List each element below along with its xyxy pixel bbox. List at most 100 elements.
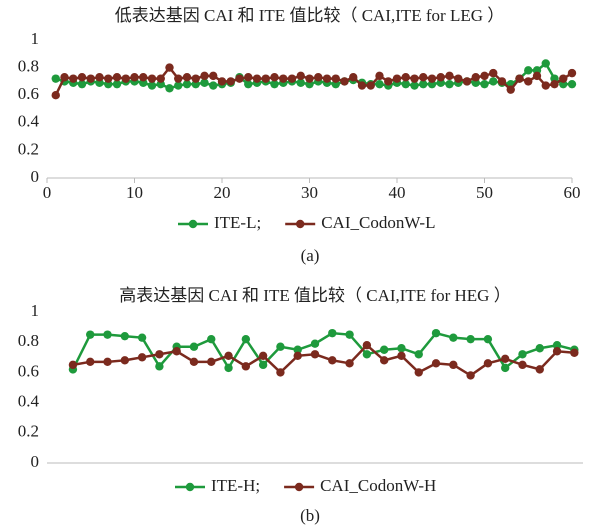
point xyxy=(174,81,183,90)
point xyxy=(104,74,113,83)
point xyxy=(276,368,285,377)
point xyxy=(120,356,130,365)
point xyxy=(77,79,87,89)
point xyxy=(345,359,354,368)
y-tick-label: 0.8 xyxy=(18,331,39,350)
point xyxy=(224,363,233,373)
point xyxy=(103,330,112,339)
y-tick-label: 0.2 xyxy=(18,422,39,441)
point xyxy=(567,68,577,78)
point xyxy=(103,357,112,367)
point xyxy=(345,330,354,339)
point xyxy=(375,79,384,89)
point xyxy=(397,344,406,353)
point xyxy=(541,81,550,90)
point xyxy=(155,362,164,371)
legend-marker xyxy=(296,219,305,229)
point xyxy=(436,73,445,82)
point xyxy=(328,328,337,338)
point xyxy=(147,74,157,83)
point xyxy=(322,74,332,83)
point xyxy=(241,334,251,344)
point xyxy=(270,79,279,89)
point xyxy=(431,359,441,368)
point xyxy=(209,71,218,81)
point xyxy=(552,341,562,350)
y-tick-label: 0 xyxy=(31,167,40,186)
point xyxy=(379,356,389,365)
point xyxy=(532,71,542,81)
point xyxy=(207,357,216,367)
point xyxy=(121,74,130,83)
point xyxy=(489,68,498,78)
legend-marker xyxy=(294,482,304,492)
point xyxy=(60,73,69,82)
point xyxy=(165,84,174,93)
point xyxy=(147,81,157,90)
point xyxy=(497,77,507,86)
point xyxy=(235,74,244,83)
point xyxy=(454,74,463,83)
point xyxy=(244,79,253,89)
point xyxy=(120,331,130,341)
point xyxy=(567,79,577,89)
legend-label: ITE-L; xyxy=(214,213,261,232)
point xyxy=(77,73,87,82)
point xyxy=(419,73,428,82)
y-tick-label: 0 xyxy=(31,452,40,471)
point xyxy=(112,79,122,89)
point xyxy=(349,73,358,82)
point xyxy=(200,78,209,87)
point xyxy=(518,360,527,370)
point xyxy=(258,351,268,360)
point xyxy=(535,365,544,374)
point xyxy=(506,85,515,94)
point xyxy=(331,74,340,83)
x-tick-label: 60 xyxy=(564,183,581,202)
point xyxy=(51,74,60,83)
point xyxy=(130,73,139,82)
point xyxy=(174,74,183,83)
point xyxy=(209,81,218,90)
point xyxy=(466,371,475,380)
point xyxy=(287,74,297,83)
point xyxy=(362,341,372,350)
point xyxy=(414,368,423,377)
point xyxy=(466,334,475,344)
point xyxy=(550,79,559,89)
point xyxy=(524,77,533,86)
point xyxy=(401,79,410,89)
y-tick-label: 0.6 xyxy=(18,84,39,103)
y-tick-label: 0.4 xyxy=(18,392,40,411)
point xyxy=(296,78,305,87)
point xyxy=(535,344,544,353)
point xyxy=(296,71,305,81)
point xyxy=(137,353,147,362)
point xyxy=(191,74,200,83)
point xyxy=(86,74,95,83)
legend-marker xyxy=(185,482,195,492)
point xyxy=(449,360,458,370)
point xyxy=(483,334,493,344)
point xyxy=(401,73,410,82)
legend-label: CAI_CodonW-L xyxy=(321,213,435,232)
point xyxy=(244,73,253,82)
point xyxy=(182,79,192,89)
point xyxy=(314,73,323,82)
y-tick-label: 0.4 xyxy=(18,112,40,131)
point xyxy=(293,351,302,360)
point xyxy=(305,74,314,83)
point xyxy=(392,74,402,83)
point xyxy=(200,71,209,81)
x-tick-label: 10 xyxy=(126,183,143,202)
x-tick-label: 20 xyxy=(214,183,231,202)
series-line xyxy=(71,331,575,371)
point xyxy=(570,348,579,357)
point xyxy=(500,363,510,373)
point xyxy=(137,333,147,342)
x-tick-label: 30 xyxy=(301,183,318,202)
point xyxy=(258,360,268,370)
point xyxy=(410,74,419,83)
point xyxy=(310,339,320,348)
point xyxy=(462,77,472,86)
